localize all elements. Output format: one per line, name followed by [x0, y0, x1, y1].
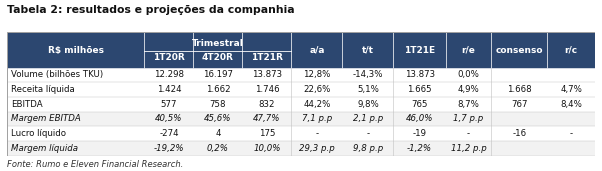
Bar: [491, 32, 547, 68]
Text: 1T21R: 1T21R: [251, 53, 283, 62]
Text: -14,3%: -14,3%: [353, 70, 383, 79]
Text: 13.873: 13.873: [252, 70, 282, 79]
Text: 47,7%: 47,7%: [253, 114, 281, 123]
Text: 22,6%: 22,6%: [303, 85, 330, 94]
Bar: [291, 32, 343, 68]
Text: -19,2%: -19,2%: [154, 144, 184, 153]
Text: -: -: [467, 129, 470, 138]
Text: 9,8%: 9,8%: [357, 100, 379, 109]
Text: 16.197: 16.197: [203, 70, 233, 79]
Text: -1,2%: -1,2%: [407, 144, 432, 153]
Text: 577: 577: [161, 100, 177, 109]
Text: 4T20R: 4T20R: [202, 53, 234, 62]
Text: 0,0%: 0,0%: [458, 70, 480, 79]
Text: 12,8%: 12,8%: [303, 70, 330, 79]
Text: Receita líquida: Receita líquida: [11, 85, 75, 94]
Text: 45,6%: 45,6%: [204, 114, 232, 123]
Text: 0,2%: 0,2%: [207, 144, 229, 153]
Text: 1.668: 1.668: [507, 85, 532, 94]
Text: 44,2%: 44,2%: [303, 100, 330, 109]
Text: 5,1%: 5,1%: [357, 85, 379, 94]
Text: 1.662: 1.662: [206, 85, 231, 94]
Text: r/e: r/e: [462, 45, 476, 55]
Text: Tabela 2: resultados e projeções da companhia: Tabela 2: resultados e projeções da comp…: [7, 5, 295, 15]
Text: Fonte: Rumo e Eleven Financial Research.: Fonte: Rumo e Eleven Financial Research.: [7, 160, 184, 169]
Text: -274: -274: [159, 129, 179, 138]
Text: 1.665: 1.665: [408, 85, 432, 94]
Bar: [445, 32, 491, 68]
Text: 4: 4: [216, 129, 221, 138]
Text: 1,7 p.p: 1,7 p.p: [453, 114, 484, 123]
Bar: [243, 32, 291, 68]
Bar: [7, 112, 595, 126]
Text: 4,7%: 4,7%: [560, 85, 582, 94]
Text: 40,5%: 40,5%: [155, 114, 183, 123]
Bar: [343, 32, 394, 68]
Bar: [144, 32, 193, 68]
Bar: [547, 32, 595, 68]
Text: 832: 832: [259, 100, 275, 109]
Text: -: -: [367, 129, 370, 138]
Bar: [7, 68, 595, 82]
Text: 767: 767: [511, 100, 527, 109]
Bar: [7, 141, 595, 156]
Text: 758: 758: [209, 100, 226, 109]
Text: Margem EBITDA: Margem EBITDA: [11, 114, 81, 123]
Text: 175: 175: [259, 129, 275, 138]
Bar: [193, 32, 243, 68]
Text: 4,9%: 4,9%: [458, 85, 479, 94]
Text: 9,8 p.p: 9,8 p.p: [353, 144, 383, 153]
Text: Trimestral: Trimestral: [192, 39, 244, 48]
Text: t/t: t/t: [362, 45, 374, 55]
Bar: [7, 97, 595, 112]
Text: a/a: a/a: [309, 45, 324, 55]
Bar: [7, 82, 595, 97]
Text: 46,0%: 46,0%: [406, 114, 433, 123]
Text: -16: -16: [512, 129, 526, 138]
Text: -: -: [315, 129, 318, 138]
Text: Lucro líquido: Lucro líquido: [11, 129, 66, 138]
Bar: [394, 32, 445, 68]
Text: -19: -19: [412, 129, 427, 138]
Bar: [7, 32, 144, 68]
Text: 11,2 p.p: 11,2 p.p: [451, 144, 486, 153]
Text: r/c: r/c: [565, 45, 578, 55]
Text: 7,1 p.p: 7,1 p.p: [302, 114, 332, 123]
Text: 8,7%: 8,7%: [458, 100, 480, 109]
Text: Volume (bilhões TKU): Volume (bilhões TKU): [11, 70, 103, 79]
Text: 2,1 p.p: 2,1 p.p: [353, 114, 383, 123]
Text: 1.424: 1.424: [157, 85, 181, 94]
Text: -: -: [569, 129, 573, 138]
Text: 29,3 p.p: 29,3 p.p: [299, 144, 335, 153]
Text: 1T20R: 1T20R: [153, 53, 185, 62]
Text: consenso: consenso: [495, 45, 543, 55]
Text: R$ milhões: R$ milhões: [48, 45, 104, 55]
Text: 12.298: 12.298: [154, 70, 184, 79]
Text: 8,4%: 8,4%: [560, 100, 582, 109]
Text: 13.873: 13.873: [405, 70, 435, 79]
Text: EBITDA: EBITDA: [11, 100, 42, 109]
Text: 10,0%: 10,0%: [253, 144, 281, 153]
Text: 1.746: 1.746: [255, 85, 279, 94]
Bar: [7, 126, 595, 141]
Text: 1T21E: 1T21E: [404, 45, 435, 55]
Text: Margem líquida: Margem líquida: [11, 144, 78, 153]
Text: 765: 765: [411, 100, 428, 109]
